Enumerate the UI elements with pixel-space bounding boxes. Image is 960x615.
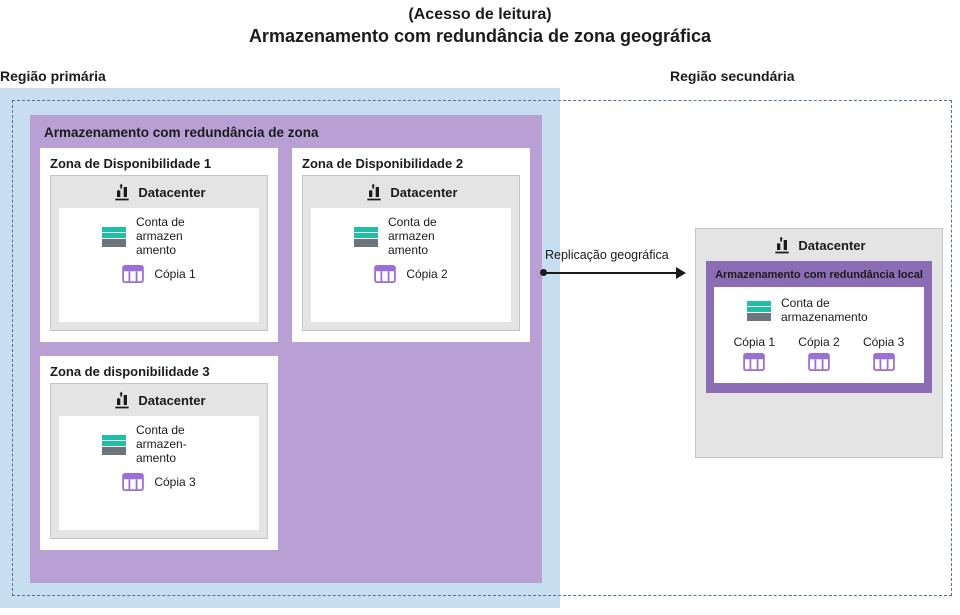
storage-account-icon: [102, 435, 126, 455]
primary-region-label: Região primária: [0, 68, 106, 84]
az-row-2: Zona de disponibilidade 3 Datacenter Con…: [40, 356, 532, 550]
dashed-frame: Armazenamento com redundância de zona Zo…: [12, 100, 952, 596]
az3-copy-row: Cópia 3: [69, 473, 249, 491]
storage-account-icon: [102, 227, 126, 247]
zrs-container: Armazenamento com redundância de zona Zo…: [30, 115, 542, 583]
zrs-title: Armazenamento com redundância de zona: [44, 125, 532, 140]
az2-account-label: Conta de armazen​amento: [388, 216, 468, 257]
database-copy-icon: [743, 353, 765, 371]
availability-zone-3: Zona de disponibilidade 3 Datacenter Con…: [40, 356, 278, 550]
replication-arrow-line: [542, 272, 680, 274]
lrs-copy-1: Cópia 1: [734, 335, 775, 371]
az3-dc-label: Datacenter: [138, 393, 205, 408]
az1-datacenter: Datacenter Conta de armazen​amento Cópia…: [50, 175, 268, 331]
az2-copy-row: Cópia 2: [321, 265, 501, 283]
datacenter-icon: [772, 235, 792, 255]
availability-zone-1: Zona de Disponibilidade 1 Datacenter Con…: [40, 148, 278, 342]
datacenter-icon: [112, 390, 132, 410]
sec-account-label: Conta de armazenamento: [781, 297, 891, 325]
datacenter-icon: [364, 182, 384, 202]
az1-copy-label: Cópia 1: [154, 267, 195, 281]
az2-account-row: Conta de armazen​amento: [321, 216, 501, 257]
datacenter-icon: [112, 182, 132, 202]
sec-dc-header: Datacenter: [706, 235, 932, 255]
az2-copy-label: Cópia 2: [406, 267, 447, 281]
az2-title: Zona de Disponibilidade 2: [302, 156, 520, 171]
replication-arrow-head: [676, 267, 686, 279]
lrs-copy-2: Cópia 2: [798, 335, 839, 371]
az1-dc-label: Datacenter: [138, 185, 205, 200]
az2-dc-label: Datacenter: [390, 185, 457, 200]
az-row-1: Zona de Disponibilidade 1 Datacenter Con…: [40, 148, 532, 342]
az3-account-row: Conta de armazen- amento: [69, 424, 249, 465]
az3-title: Zona de disponibilidade 3: [50, 364, 268, 379]
lrs-title: Armazenamento com redundância local: [714, 269, 924, 281]
secondary-region-label: Região secundária: [670, 68, 795, 84]
replication-label: Replicação geográfica: [545, 248, 669, 262]
lrs-copies-row: Cópia 1 Cópia 2 Cópia 3: [722, 335, 916, 371]
az3-inner: Conta de armazen- amento Cópia 3: [59, 416, 259, 530]
az1-dc-header: Datacenter: [59, 182, 259, 202]
lrs-container: Armazenamento com redundância local Cont…: [706, 261, 932, 393]
storage-account-icon: [354, 227, 378, 247]
availability-zone-2: Zona de Disponibilidade 2 Datacenter Con…: [292, 148, 530, 342]
database-copy-icon: [374, 265, 396, 283]
az2-dc-header: Datacenter: [311, 182, 511, 202]
az1-copy-row: Cópia 1: [69, 265, 249, 283]
az1-inner: Conta de armazen​amento Cópia 1: [59, 208, 259, 322]
lrs-copy1-label: Cópia 1: [734, 335, 775, 349]
az3-dc-header: Datacenter: [59, 390, 259, 410]
sec-dc-label: Datacenter: [798, 238, 865, 253]
az1-account-row: Conta de armazen​amento: [69, 216, 249, 257]
database-copy-icon: [873, 353, 895, 371]
az1-account-label: Conta de armazen​amento: [136, 216, 216, 257]
sec-account-row: Conta de armazenamento: [722, 297, 916, 325]
title-line1: (Acesso de leitura): [0, 6, 960, 24]
database-copy-icon: [122, 265, 144, 283]
database-copy-icon: [122, 473, 144, 491]
az3-account-label: Conta de armazen- amento: [136, 424, 216, 465]
secondary-datacenter: Datacenter Armazenamento com redundância…: [695, 228, 943, 458]
lrs-copy2-label: Cópia 2: [798, 335, 839, 349]
storage-account-icon: [747, 301, 771, 321]
database-copy-icon: [808, 353, 830, 371]
az2-inner: Conta de armazen​amento Cópia 2: [311, 208, 511, 322]
title-line2: Armazenamento com redundância de zona ge…: [0, 26, 960, 47]
az1-title: Zona de Disponibilidade 1: [50, 156, 268, 171]
diagram-title: (Acesso de leitura) Armazenamento com re…: [0, 0, 960, 47]
az3-datacenter: Datacenter Conta de armazen- amento Cópi…: [50, 383, 268, 539]
lrs-copy3-label: Cópia 3: [863, 335, 904, 349]
az3-copy-label: Cópia 3: [154, 475, 195, 489]
az2-datacenter: Datacenter Conta de armazen​amento Cópia…: [302, 175, 520, 331]
lrs-copy-3: Cópia 3: [863, 335, 904, 371]
lrs-inner: Conta de armazenamento Cópia 1 Cópia 2 C…: [714, 287, 924, 383]
